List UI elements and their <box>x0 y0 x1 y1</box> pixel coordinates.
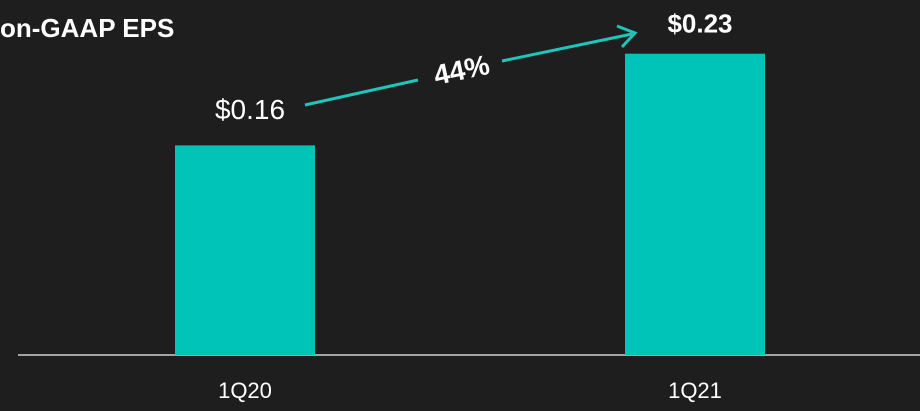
arrow-head <box>616 24 638 49</box>
bar <box>625 53 765 355</box>
growth-arrow <box>304 24 638 107</box>
x-tick-label: 1Q20 <box>218 378 272 403</box>
value-label: $0.23 <box>667 9 732 39</box>
x-tick-label: 1Q21 <box>668 378 722 403</box>
arrow-segment <box>304 78 419 107</box>
value-label: $0.16 <box>215 94 285 125</box>
arrow-segment <box>501 32 633 63</box>
bar <box>175 145 315 355</box>
chart-title: on-GAAP EPS <box>0 13 174 43</box>
